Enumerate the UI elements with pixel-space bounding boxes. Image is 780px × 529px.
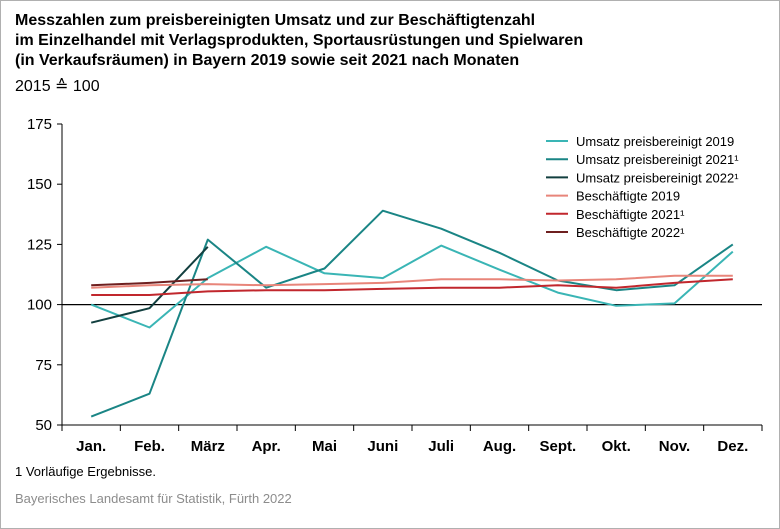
chart-title-line-2: im Einzelhandel mit Verlagsprodukten, Sp… — [15, 32, 584, 49]
x-tick-label: Apr. — [252, 438, 281, 455]
x-tick-label: Juni — [367, 438, 398, 455]
chart-title-line-3: (in Verkaufsräumen) in Bayern 2019 sowie… — [15, 52, 520, 69]
legend-label-3: Beschäftigte 2019 — [576, 189, 680, 204]
axes: 50 75 100 125 150 175 Jan. Feb. März Apr. Mai Juni J… — [27, 116, 763, 455]
x-tick-label: Okt. — [602, 438, 631, 455]
series-line-0 — [90, 244, 734, 329]
x-tick-label: Aug. — [483, 438, 516, 455]
x-tick-label: Sept. — [539, 438, 576, 455]
x-tick-label: Juli — [428, 438, 454, 455]
legend-label-0: Umsatz preisbereinigt 2019 — [576, 134, 734, 149]
source-note: Bayerisches Landesamt für Statistik, Für… — [15, 491, 292, 506]
legend-label-5: Beschäftigte 2022¹ — [576, 225, 685, 240]
x-tick-label: Dez. — [717, 438, 748, 455]
y-tick-label: 150 — [27, 176, 52, 193]
series-line-3 — [91, 274, 733, 289]
legend-label-1: Umsatz preisbereinigt 2021¹ — [576, 152, 739, 167]
chart-title-line-1: Messzahlen zum preisbereinigten Umsatz u… — [15, 12, 536, 29]
x-tick-label: Jan. — [76, 438, 106, 455]
x-tick-label: Nov. — [659, 438, 690, 455]
series-line-1 — [90, 209, 734, 418]
series-lines — [90, 209, 734, 418]
x-tick-label: Feb. — [134, 438, 165, 455]
legend-label-2: Umsatz preisbereinigt 2022¹ — [576, 170, 739, 185]
legend: Umsatz preisbereinigt 2019 Umsatz preisbe… — [546, 134, 739, 240]
y-tick-label: 125 — [27, 236, 52, 253]
x-tick-label: Mai — [312, 438, 337, 455]
series-line-5 — [91, 278, 208, 287]
x-tick-label: März — [191, 438, 225, 455]
y-tick-label: 75 — [35, 357, 52, 374]
series-line-4 — [91, 278, 733, 296]
y-tick-label: 100 — [27, 297, 52, 314]
series-line-2 — [90, 246, 209, 324]
y-tick-label: 175 — [27, 116, 52, 133]
footnote: 1 Vorläufige Ergebnisse. — [15, 464, 156, 479]
chart-subtitle: 2015 ≙ 100 — [15, 78, 100, 95]
y-tick-label: 50 — [35, 417, 52, 434]
legend-label-4: Beschäftigte 2021¹ — [576, 207, 685, 222]
